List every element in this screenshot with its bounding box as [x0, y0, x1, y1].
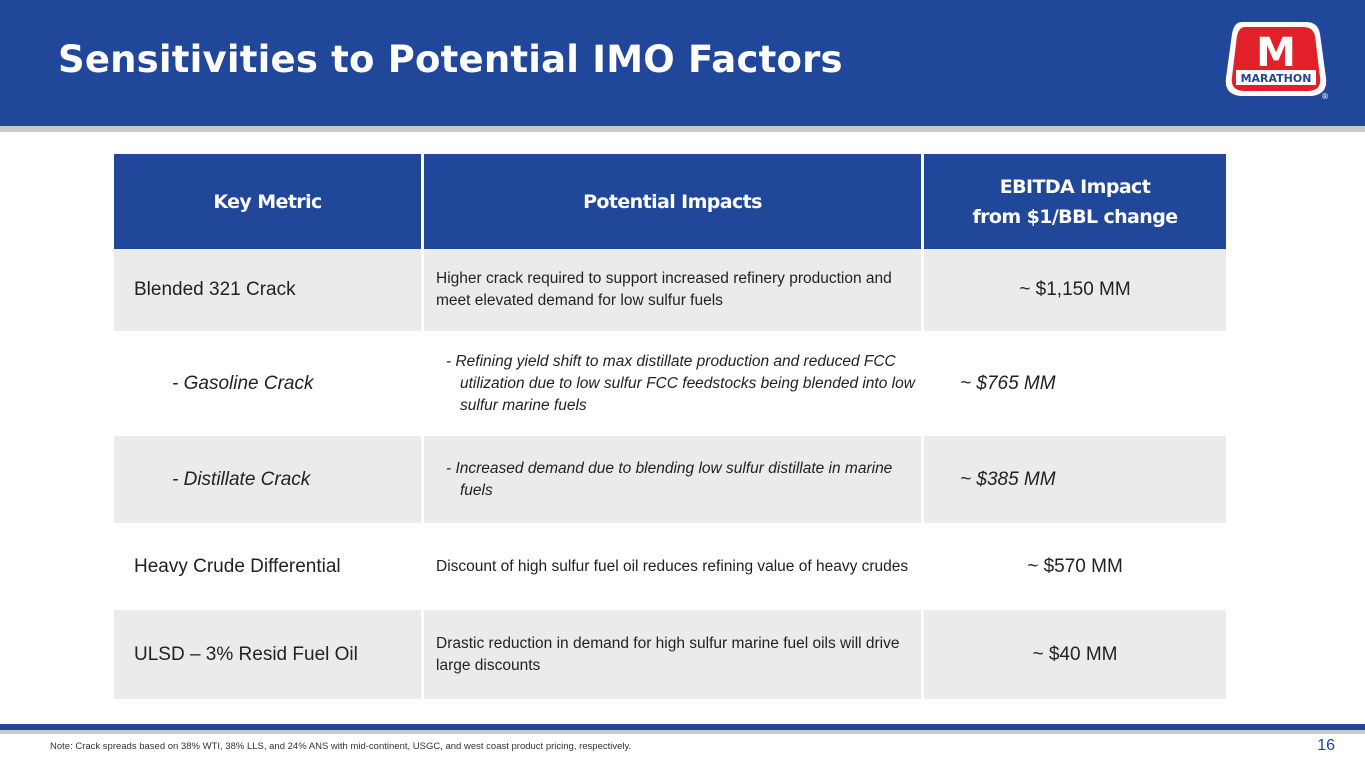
- marathon-logo: M MARATHON ®: [1222, 20, 1330, 100]
- row-metric: ULSD – 3% Resid Fuel Oil: [114, 610, 421, 699]
- row-metric: - Distillate Crack: [114, 436, 421, 523]
- svg-text:MARATHON: MARATHON: [1241, 72, 1312, 85]
- row-ebitda: ~ $570 MM: [921, 523, 1226, 610]
- row-impact: - Increased demand due to blending low s…: [421, 436, 921, 523]
- table-row: - Distillate Crack - Increased demand du…: [114, 436, 1226, 523]
- header-ebitda-line2: from $1/BBL change: [972, 205, 1179, 228]
- header-ebitda-line1: EBITDA Impact: [999, 175, 1151, 198]
- row-ebitda: ~ $1,150 MM: [921, 249, 1226, 331]
- table-row: ULSD – 3% Resid Fuel Oil Drastic reducti…: [114, 610, 1226, 699]
- table-row: - Gasoline Crack - Refining yield shift …: [114, 331, 1226, 436]
- row-impact: Higher crack required to support increas…: [421, 249, 921, 331]
- header-divider: [0, 126, 1365, 132]
- row-impact: - Refining yield shift to max distillate…: [421, 331, 921, 436]
- row-ebitda: ~ $385 MM: [921, 436, 1226, 523]
- svg-text:M: M: [1256, 30, 1296, 76]
- row-ebitda: ~ $40 MM: [921, 610, 1226, 699]
- row-impact-text: - Refining yield shift to max distillate…: [446, 352, 915, 414]
- footnote: Note: Crack spreads based on 38% WTI, 38…: [50, 741, 632, 752]
- row-metric: - Gasoline Crack: [114, 331, 421, 436]
- svg-text:®: ®: [1321, 92, 1329, 100]
- header-key-metric: Key Metric: [114, 154, 421, 249]
- row-impact-text: - Increased demand due to blending low s…: [446, 459, 893, 499]
- row-metric: Heavy Crude Differential: [114, 523, 421, 610]
- page-title: Sensitivities to Potential IMO Factors: [58, 38, 843, 81]
- table-row: Blended 321 Crack Higher crack required …: [114, 249, 1226, 331]
- header-potential-impacts: Potential Impacts: [421, 154, 921, 249]
- page-number: 16: [1317, 737, 1335, 754]
- header-ebitda-impact: EBITDA Impact from $1/BBL change: [921, 154, 1226, 249]
- marathon-logo-icon: M MARATHON ®: [1225, 22, 1329, 100]
- footer-divider-light: [0, 730, 1365, 734]
- header-bar: Sensitivities to Potential IMO Factors M…: [0, 0, 1365, 126]
- row-impact: Discount of high sulfur fuel oil reduces…: [421, 523, 921, 610]
- row-ebitda: ~ $765 MM: [921, 331, 1226, 436]
- footer-divider: [0, 724, 1365, 730]
- row-metric: Blended 321 Crack: [114, 249, 421, 331]
- table-header-row: Key Metric Potential Impacts EBITDA Impa…: [114, 154, 1226, 249]
- table-row: Heavy Crude Differential Discount of hig…: [114, 523, 1226, 610]
- row-impact: Drastic reduction in demand for high sul…: [421, 610, 921, 699]
- sensitivity-table: Key Metric Potential Impacts EBITDA Impa…: [114, 154, 1226, 699]
